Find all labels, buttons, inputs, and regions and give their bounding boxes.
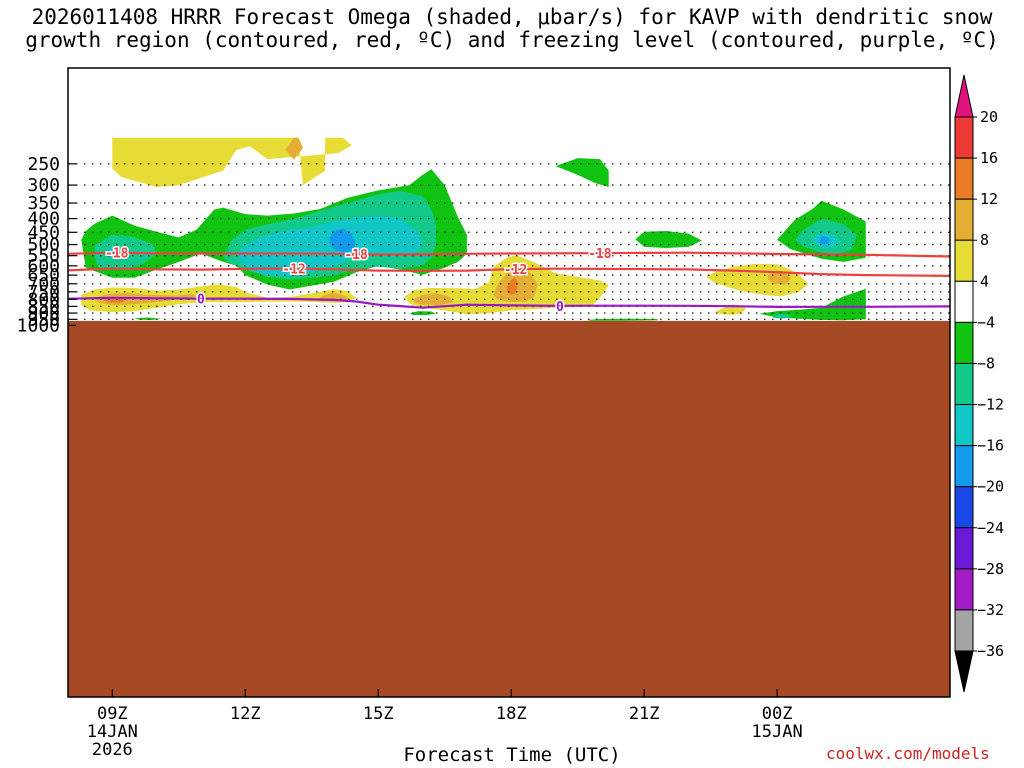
y-tick-label-1000: 1000: [17, 315, 60, 336]
x-tick-label-21z: 21Z: [629, 704, 660, 724]
y-tick-label-600: 600: [27, 256, 60, 277]
colorbar-bottom-arrow: [954, 650, 974, 693]
omega-region-4-to-8-25: [409, 311, 436, 315]
x-year-label-2026: 2026: [92, 740, 133, 760]
colorbar-swatch-8: [954, 445, 974, 488]
x-tick-label-12z: 12Z: [230, 704, 261, 724]
contour-18-c-isotherm: [68, 251, 950, 258]
colorbar-swatch-10: [954, 527, 974, 570]
x-axis-label: Forecast Time (UTC): [403, 744, 621, 766]
colorbar-swatch-2: [954, 198, 974, 241]
omega-region-16-to-20-7: [329, 228, 357, 254]
y-tick-label-700: 700: [27, 274, 60, 295]
contour-label-18-1: -18: [344, 248, 368, 263]
temperature-contours: -18 -18 -18 -12 -12 0 0: [68, 245, 950, 316]
omega-shading: [81, 137, 866, 321]
omega-region-8-to-12-23: [768, 270, 791, 285]
colorbar-label-1: 16: [980, 149, 998, 167]
contour-label-12-0: -12: [282, 263, 305, 278]
colorbar-label-11: −28: [977, 560, 1004, 578]
y-tick-label-500: 500: [27, 235, 60, 256]
y-tick-label-800: 800: [27, 289, 60, 310]
colorbar-top-arrow: [954, 74, 974, 118]
colorbar-label-4: 4: [980, 272, 989, 290]
colorbar-label-9: −20: [977, 478, 1004, 496]
colorbar-swatch-3: [954, 239, 974, 282]
colorbar-swatch-11: [954, 568, 974, 611]
colorbar-label-5: −4: [977, 313, 995, 331]
y-tick-label-400: 400: [27, 209, 60, 230]
colorbar-swatch-12: [954, 609, 974, 652]
omega-region-12-to-16-21: [506, 276, 518, 295]
x-tick-label-00z: 00Z: [762, 704, 793, 724]
colorbar-swatch-4: [954, 280, 974, 323]
colorbar-label-13: −36: [977, 642, 1004, 660]
y-tick-label-300: 300: [27, 175, 60, 196]
colorbar-label-3: 8: [980, 231, 989, 249]
colorbar-label-0: 20: [980, 108, 998, 126]
chart-title: 2026011408 HRRR Forecast Omega (shaded, …: [0, 6, 1024, 52]
omega-region-4-to-8-28: [759, 288, 866, 321]
colorbar-swatch-6: [954, 362, 974, 406]
omega-region-8-to-12-19: [413, 293, 454, 305]
colorbar: 20 16 12 8 4 −4 −8 −12 −16 −20 −24 −28 −32 −36: [954, 74, 1004, 693]
omega-region-8-to-12-29: [772, 313, 791, 319]
y-tick-label-250: 250: [27, 154, 60, 175]
colorbar-label-7: −12: [977, 396, 1004, 414]
contour-label-18-0: -18: [105, 247, 129, 262]
omega-region-8-to-12-1: [285, 137, 303, 160]
omega-region-12-to-16-6: [236, 215, 423, 276]
y-tick-label-650: 650: [27, 265, 60, 286]
colorbar-label-8: −16: [977, 437, 1004, 455]
colorbar-swatch-1: [954, 157, 974, 200]
axes: 2503003504004505005506006507007508008509…: [17, 154, 803, 760]
y-tick-label-850: 850: [27, 296, 60, 317]
contour-0-c-freezing-level: [68, 296, 950, 309]
x-tick-label-15z: 15Z: [363, 704, 394, 724]
omega-region-16-to-20-13: [819, 236, 831, 245]
colorbar-label-2: 12: [980, 190, 998, 208]
source-credit: coolwx.com/models: [826, 744, 990, 763]
y-tick-label-950: 950: [27, 309, 60, 330]
x-tick-label-18z: 18Z: [496, 704, 527, 724]
colorbar-label-12: −32: [977, 601, 1004, 619]
x-tick-label-09z: 09Z: [97, 704, 128, 724]
omega-region-4-to-8-8: [555, 158, 609, 187]
title-line-2: growth region (contoured, red, ºC) and f…: [25, 28, 999, 52]
y-tick-label-750: 750: [27, 282, 60, 303]
title-line-1: 2026011408 HRRR Forecast Omega (shaded, …: [31, 5, 993, 29]
y-tick-label-450: 450: [27, 222, 60, 243]
colorbar-swatch-9: [954, 486, 974, 529]
contour-label-0-1: 0: [556, 300, 564, 315]
y-tick-label-550: 550: [27, 246, 60, 267]
plot-frame: [67, 67, 951, 698]
colorbar-swatch-5: [954, 321, 974, 364]
colorbar-swatch-7: [954, 404, 974, 447]
omega-region-4-to-8-0: [112, 137, 352, 187]
omega-region-4-to-8-9: [635, 231, 702, 248]
contour-12-c-isotherm: [68, 267, 950, 277]
y-tick-label-350: 350: [27, 193, 60, 214]
contour-label-18-2: -18: [588, 247, 612, 262]
y-tick-label-900: 900: [27, 303, 60, 324]
colorbar-label-10: −24: [977, 519, 1004, 537]
colorbar-label-6: −8: [977, 354, 995, 372]
x-date-label-15jan: 15JAN: [752, 722, 803, 742]
colorbar-swatch-0: [954, 116, 974, 159]
contour-label-12-1: -12: [504, 263, 527, 278]
ground-below-surface: [68, 320, 950, 697]
contour-label-0-0: 0: [197, 293, 205, 308]
x-date-label-14jan: 14JAN: [87, 722, 138, 742]
